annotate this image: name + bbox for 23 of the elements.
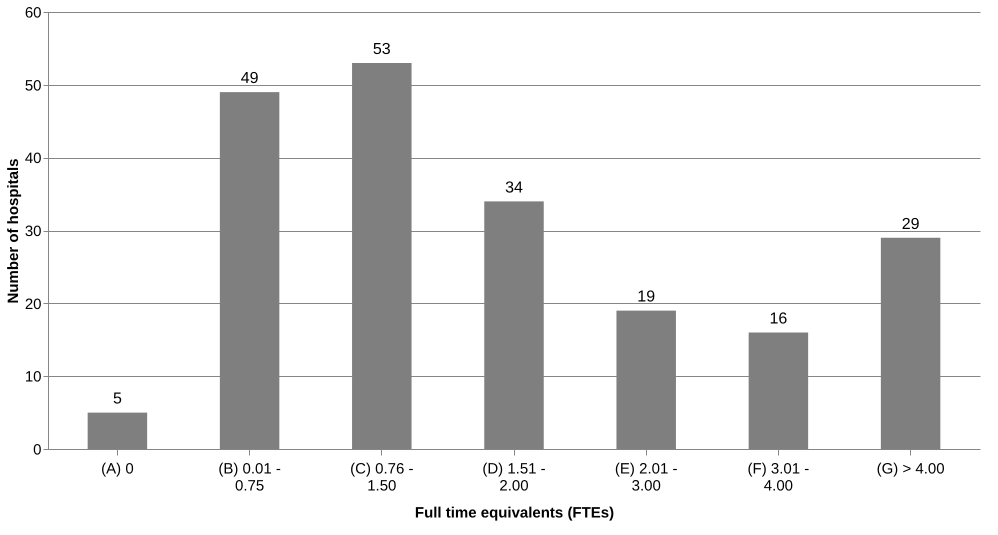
y-axis-title: Number of hospitals <box>4 158 22 304</box>
y-tick-label: 50 <box>24 77 42 94</box>
data-label: 5 <box>112 390 122 408</box>
data-label: 34 <box>505 179 523 196</box>
x-tick-label: (E) 2.01 - 3.00 <box>614 460 678 494</box>
x-tick-label: (A) 0 <box>101 460 134 478</box>
x-axis-title: Full time equivalents (FTEs) <box>414 504 614 522</box>
y-tick-label: 20 <box>24 296 42 313</box>
y-tick-label: 0 <box>33 442 42 458</box>
x-tick-label: (D) 1.51 - 2.00 <box>482 460 546 494</box>
y-tick-label: 60 <box>24 4 42 22</box>
x-tick-label: (F) 3.01 - 4.00 <box>748 460 810 494</box>
data-label: 53 <box>372 40 391 58</box>
x-tick-label: (C) 0.76 - 1.50 <box>350 460 414 494</box>
data-label: 19 <box>637 288 656 306</box>
x-tick-label: (B) 0.01 - 0.75 <box>218 460 281 494</box>
data-label: 16 <box>770 310 788 328</box>
y-tick-label: 10 <box>24 368 42 386</box>
y-tick-label: 40 <box>24 150 42 168</box>
x-tick-label: (G) > 4.00 <box>876 460 945 478</box>
data-label: 29 <box>902 216 920 233</box>
data-label: 49 <box>240 70 259 88</box>
y-tick-label: 30 <box>24 223 42 240</box>
